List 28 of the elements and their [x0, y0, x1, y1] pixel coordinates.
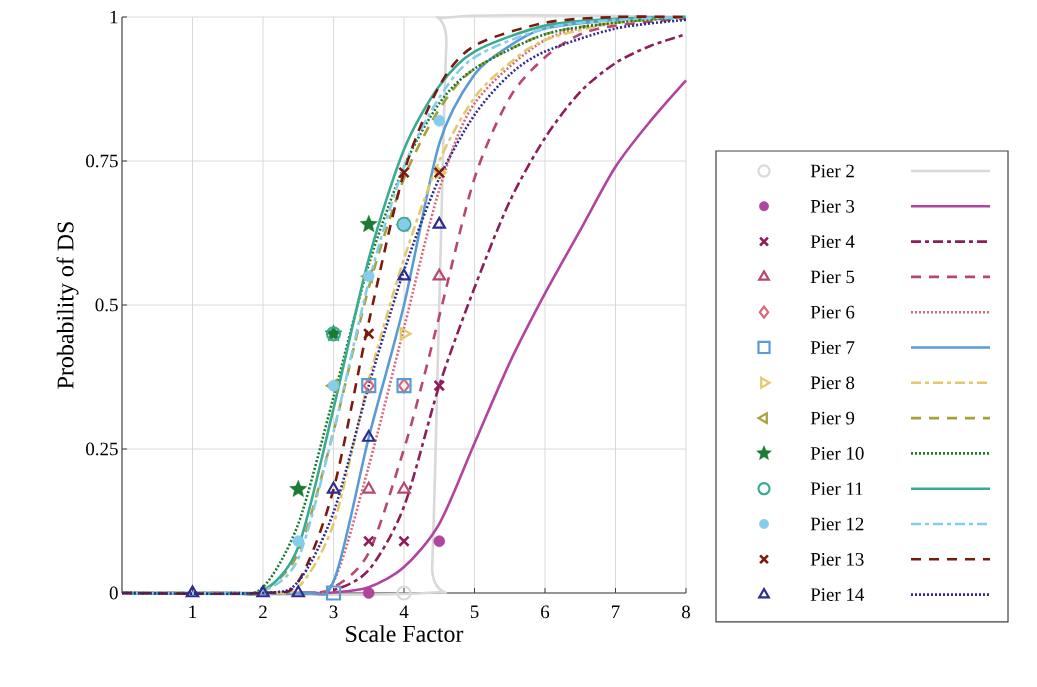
legend-label: Pier 6 — [810, 305, 855, 319]
legend-label: Pier 14 — [810, 588, 865, 601]
legend-label: Pier 9 — [810, 411, 855, 425]
legend-label: Pier 2 — [810, 164, 854, 178]
x-tick-label: 5 — [470, 605, 479, 619]
x-tick-label: 3 — [329, 605, 338, 619]
x-tick-label: 6 — [541, 605, 550, 619]
y-tick-label: 0.25 — [86, 442, 118, 456]
x-tick-label: 4 — [399, 605, 409, 618]
y-tick-label: 1 — [110, 10, 118, 24]
x-tick-label: 7 — [612, 605, 620, 618]
x-axis-title: Scale Factor — [346, 625, 464, 642]
legend-label: Pier 10 — [810, 447, 864, 460]
x-tick-label: 2 — [259, 605, 267, 619]
legend-label: Pier 12 — [810, 517, 864, 531]
legend-label: Pier 4 — [810, 235, 855, 248]
legend-label: Pier 11 — [810, 482, 863, 496]
legend-label: Pier 3 — [810, 199, 855, 213]
y-tick-label: 0.75 — [86, 154, 118, 168]
y-axis-title: Probability of DS — [56, 222, 79, 389]
legend-label: Pier 5 — [810, 270, 855, 284]
y-tick-label: 0.5 — [95, 298, 118, 312]
legend-label: Pier 8 — [810, 376, 855, 390]
x-tick-label: 1 — [189, 605, 197, 619]
legend-label: Pier 7 — [810, 341, 855, 354]
y-tick-label: 0 — [109, 586, 118, 600]
x-tick-label: 8 — [681, 605, 691, 619]
legend-label: Pier 13 — [810, 552, 864, 566]
